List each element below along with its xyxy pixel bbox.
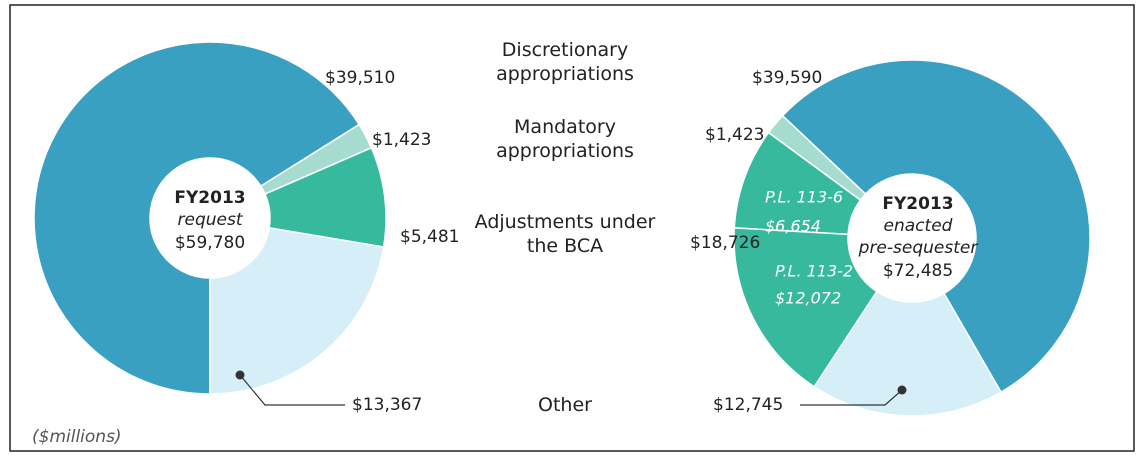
center-title: FY2013 — [882, 194, 953, 214]
category-label: Discretionary appropriations — [496, 39, 634, 85]
segment-label: P.L. 113-6 — [765, 188, 843, 207]
value-label: $39,510 — [325, 68, 395, 88]
leader-dot — [235, 370, 245, 380]
center-total: $72,485 — [883, 261, 953, 281]
value-label: $5,481 — [400, 227, 459, 247]
category-label: Other — [538, 394, 592, 416]
donut-slice — [209, 227, 385, 395]
value-label: $13,367 — [352, 395, 422, 415]
value-label: $12,745 — [713, 395, 783, 415]
leader-line — [800, 389, 903, 406]
note: ($millions) — [32, 427, 122, 447]
donut-slice — [781, 59, 1091, 394]
donut-slice — [813, 290, 1003, 417]
center-total: $59,780 — [175, 233, 245, 253]
segment-label: P.L. 113-2 — [775, 262, 853, 281]
value-label: $1,423 — [705, 125, 764, 145]
donut-right — [733, 59, 1091, 417]
donut-left — [33, 41, 387, 395]
value-label: $12,072 — [775, 289, 841, 308]
donut-slice — [733, 227, 878, 388]
category-label: Mandatory appropriations — [496, 116, 634, 162]
value-label: $1,423 — [372, 130, 431, 150]
group-total: $18,726 — [690, 233, 760, 253]
center-title: FY2013 — [174, 188, 245, 208]
leader-line — [239, 374, 345, 406]
center-subtitle: pre-sequester — [858, 238, 979, 258]
frame — [9, 4, 1135, 452]
value-label: $6,654 — [765, 217, 821, 236]
value-label: $39,590 — [752, 68, 822, 88]
center-subtitle: request — [178, 210, 244, 230]
leader-dot — [897, 385, 907, 395]
donut-slice — [33, 41, 361, 395]
center-subtitle: enacted — [884, 216, 953, 236]
category-label: Adjustments under the BCA — [474, 211, 656, 257]
